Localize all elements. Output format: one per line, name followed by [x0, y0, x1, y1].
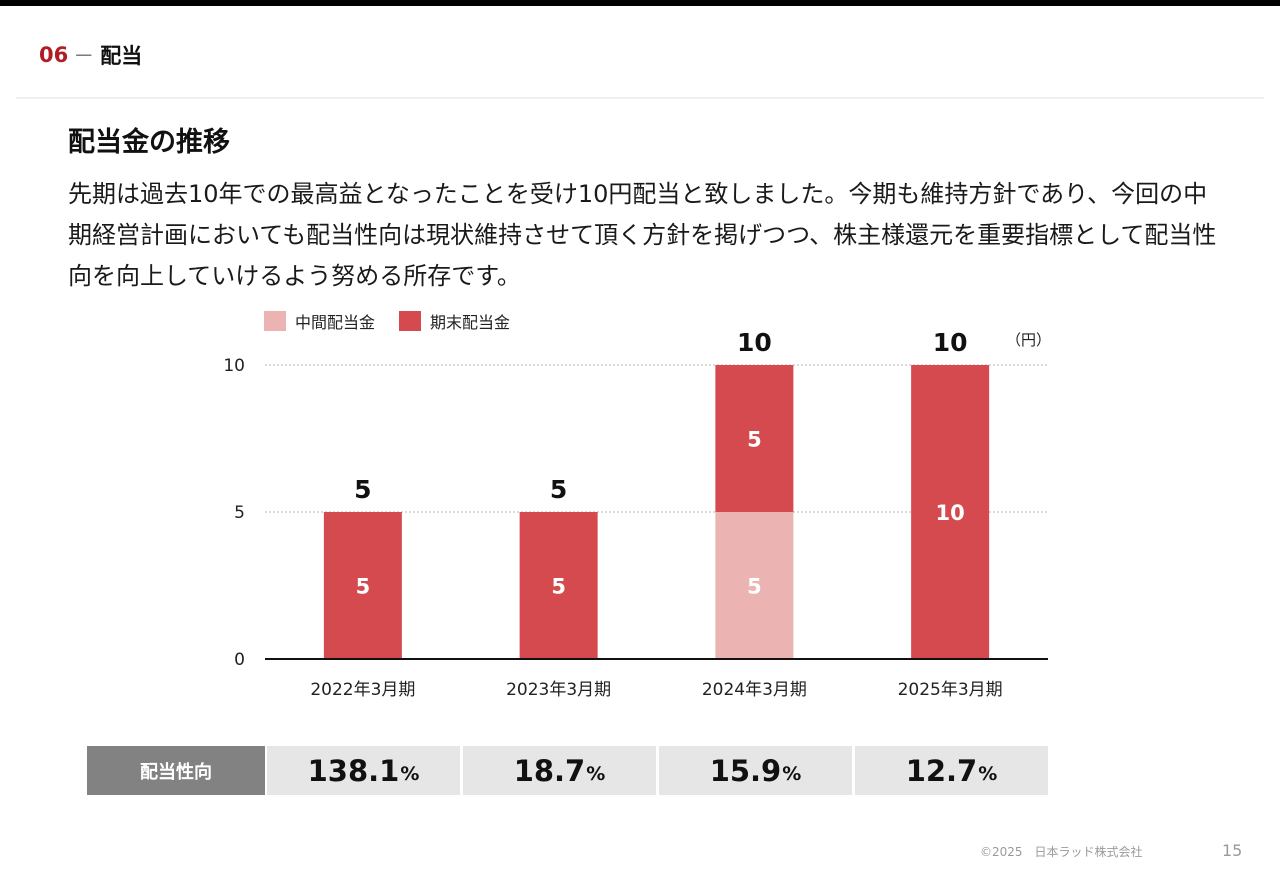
bar-data-label: 5	[747, 428, 762, 452]
payout-ratio-cell: 12.7%	[855, 746, 1048, 795]
x-tick-label: 2025年3月期	[898, 680, 1003, 700]
payout-ratio-cell: 138.1%	[267, 746, 460, 795]
payout-ratio-value: 138.1	[308, 754, 400, 788]
payout-ratio-cell: 15.9%	[659, 746, 852, 795]
bar-total-label: 5	[550, 475, 567, 504]
x-tick-label: 2022年3月期	[310, 680, 415, 700]
payout-ratio-unit: %	[400, 763, 419, 785]
bar-data-label: 5	[356, 575, 371, 599]
payout-ratio-value: 12.7	[906, 754, 978, 788]
payout-ratio-header: 配当性向	[87, 746, 265, 795]
bar-total-label: 10	[933, 328, 968, 357]
y-tick-label: 0	[234, 650, 245, 670]
payout-ratio-unit: %	[586, 763, 605, 785]
payout-ratio-value: 18.7	[514, 754, 586, 788]
bar-data-label: 10	[936, 501, 965, 525]
y-tick-label: 10	[223, 356, 245, 376]
y-tick-label: 5	[234, 503, 245, 523]
footer-copyright: ©2025 日本ラッド株式会社	[980, 843, 1143, 860]
x-tick-label: 2024年3月期	[702, 680, 807, 700]
payout-ratio-value: 15.9	[710, 754, 782, 788]
payout-ratio-table: 配当性向 138.1% 18.7% 15.9% 12.7%	[87, 746, 1051, 795]
x-tick-label: 2023年3月期	[506, 680, 611, 700]
bar-total-label: 5	[354, 475, 371, 504]
bar-data-label: 5	[551, 575, 566, 599]
page-number: 15	[1222, 841, 1242, 860]
bar-data-label: 5	[747, 575, 762, 599]
payout-ratio-unit: %	[782, 763, 801, 785]
payout-ratio-unit: %	[978, 763, 997, 785]
bar-total-label: 10	[737, 328, 772, 357]
payout-ratio-cell: 18.7%	[463, 746, 656, 795]
